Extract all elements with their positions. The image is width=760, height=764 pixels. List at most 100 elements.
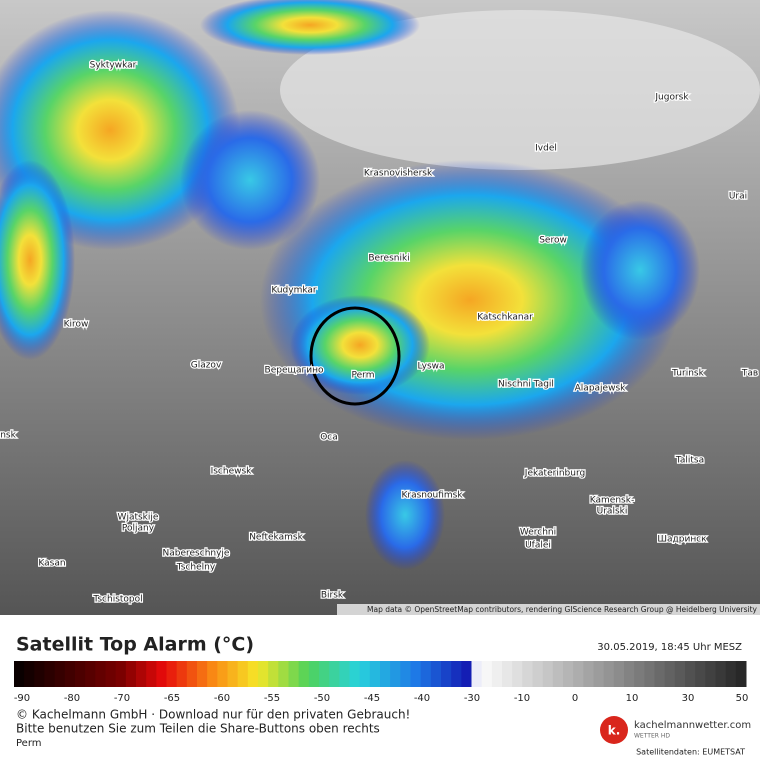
colorbar-cell <box>64 661 76 687</box>
colorbar-cell <box>654 661 666 687</box>
city-label: Perm <box>352 371 375 381</box>
colorbar-cell <box>227 661 239 687</box>
colorbar-cell <box>563 661 574 687</box>
colorbar-tick-label: 30 <box>682 693 695 704</box>
logo <box>600 716 628 744</box>
cloud <box>580 200 700 340</box>
attribution-bg <box>337 604 760 615</box>
colorbar-cell <box>75 661 86 687</box>
colorbar-cell <box>634 661 645 687</box>
colorbar-cell <box>481 661 493 687</box>
colorbar-cell <box>146 661 157 687</box>
city-label: Tschistopol <box>92 595 142 605</box>
colorbar-cell <box>705 661 716 687</box>
cloud-gray <box>280 10 760 170</box>
attribution: Map data © OpenStreetMap contributors, r… <box>367 605 758 614</box>
colorbar-cell <box>695 661 706 687</box>
colorbar-cell <box>685 661 696 687</box>
city-label: Krasnovishersk <box>364 169 433 179</box>
colorbar-tick-label: -65 <box>164 693 180 704</box>
colorbar-cell <box>207 661 218 687</box>
timestamp: 30.05.2019, 18:45 Uhr MESZ <box>597 642 742 653</box>
colorbar-cell <box>339 661 350 687</box>
source: Satellitendaten: EUMETSAT <box>636 748 745 757</box>
colorbar-tick-label: -55 <box>264 693 280 704</box>
brand-sub: WETTER HD <box>634 733 670 740</box>
colorbar-cell <box>573 661 584 687</box>
colorbar-tick-label: 10 <box>626 693 639 704</box>
colorbar-cell <box>288 661 300 687</box>
colorbar-cell <box>105 661 117 687</box>
colorbar-cell <box>136 661 147 687</box>
colorbar-cell <box>176 661 188 687</box>
highlight-circle <box>309 306 401 406</box>
colorbar-tick-label: -45 <box>364 693 380 704</box>
colorbar-cell <box>491 661 503 687</box>
colorbar-cell <box>715 661 727 687</box>
city-label: Alapajewsk <box>575 384 626 394</box>
city-label: Jugorsk <box>654 93 689 103</box>
colorbar-tick-label: 50 <box>736 693 749 704</box>
city-label: Nabereschnyje <box>163 549 230 559</box>
map: Syktywkar Jugorsk Ivdel Krasnovishersk Urai S… <box>0 0 760 615</box>
colorbar-cell <box>380 661 391 687</box>
colorbar-cell <box>613 661 625 687</box>
location: Perm <box>16 738 42 749</box>
colorbar-cell <box>115 661 127 687</box>
colorbar-tick-label: 0 <box>572 693 578 704</box>
colorbar-tick-label: -10 <box>514 693 530 704</box>
city-label: Ivdel <box>535 144 557 154</box>
city-label: Шадринск <box>657 535 707 545</box>
city-label: Tschelny <box>176 563 216 573</box>
colorbar-cell <box>197 661 208 687</box>
colorbar-tick-label: -80 <box>64 693 80 704</box>
colorbar-cell <box>603 661 615 687</box>
city-label: Birsk <box>321 591 344 601</box>
city-label: Syktywkar <box>90 61 137 71</box>
colorbar-cell <box>14 661 25 687</box>
colorbar-cell <box>34 661 45 687</box>
colorbar-cell <box>54 661 66 687</box>
colorbar-cell <box>308 661 320 687</box>
colorbar-cell <box>278 661 289 687</box>
city-label: Jekaterinburg <box>524 469 585 479</box>
colorbar-cell <box>624 661 635 687</box>
colorbar-tick-label: -40 <box>414 693 430 704</box>
city-label: Lyswa <box>417 362 444 372</box>
colorbar-cell <box>95 661 106 687</box>
colorbar-cell <box>512 661 523 687</box>
colorbar-cell <box>502 661 513 687</box>
city-label: Talitsa <box>675 456 704 466</box>
colorbar-cell <box>725 661 737 687</box>
colorbar-cell <box>593 661 605 687</box>
colorbar-cell <box>125 661 137 687</box>
colorbar-cell <box>298 661 310 687</box>
city-label: nsk <box>0 431 16 441</box>
city-label: Ischewsk <box>211 467 253 477</box>
city-label: Oca <box>320 433 338 443</box>
colorbar-cell <box>390 661 401 687</box>
colorbar-cell <box>532 661 544 687</box>
colorbar-cell <box>156 661 167 687</box>
colorbar-cell <box>674 661 686 687</box>
colorbar-cell <box>349 661 361 687</box>
colorbar-cell <box>24 661 35 687</box>
colorbar-cell <box>400 661 411 687</box>
city-label: Glazov <box>191 361 222 371</box>
colorbar-tick-label: -60 <box>214 693 230 704</box>
colorbar-cell <box>735 661 747 687</box>
city-label: Kirow <box>64 320 89 330</box>
city-label: Wjatskije <box>118 513 159 523</box>
city-label: Neftekamsk <box>249 533 303 543</box>
city-label: Urai <box>729 192 747 202</box>
city-label: Katschkanar <box>477 313 533 323</box>
city-label: Nischni Tagil <box>498 380 554 390</box>
brand: kachelmannwetter.com <box>634 720 751 731</box>
city-label: Krasnoufimsk <box>401 491 463 501</box>
city-label: Beresniki <box>368 254 409 264</box>
colorbar-tick-label: -50 <box>314 693 330 704</box>
cloud <box>200 0 420 55</box>
colorbar-cell <box>268 661 279 687</box>
colorbar-cell <box>186 661 198 687</box>
